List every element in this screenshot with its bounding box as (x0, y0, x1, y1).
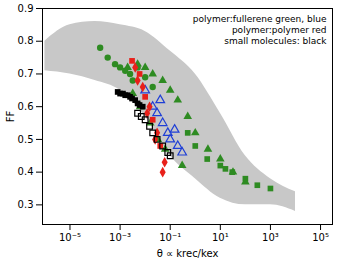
svg-text:10³: 10³ (262, 232, 279, 243)
svg-text:0.3: 0.3 (18, 199, 34, 210)
svg-text:10⁵: 10⁵ (312, 232, 329, 243)
svg-text:θ ∝ krec/kex: θ ∝ krec/kex (157, 248, 219, 259)
svg-text:FF: FF (5, 111, 16, 123)
svg-text:0.6: 0.6 (18, 101, 34, 112)
svg-text:0.8: 0.8 (18, 35, 34, 46)
svg-text:0.4: 0.4 (18, 166, 34, 177)
svg-text:0.7: 0.7 (18, 68, 34, 79)
svg-text:0.9: 0.9 (18, 3, 34, 14)
svg-text:10⁻¹: 10⁻¹ (159, 232, 181, 243)
svg-text:10¹: 10¹ (212, 232, 229, 243)
svg-text:10⁻³: 10⁻³ (109, 232, 131, 243)
svg-text:10⁻⁵: 10⁻⁵ (59, 232, 81, 243)
svg-text:0.5: 0.5 (18, 134, 34, 145)
svg-text:polymer:fullerene green, bluep: polymer:fullerene green, bluepolymer:pol… (193, 14, 327, 46)
